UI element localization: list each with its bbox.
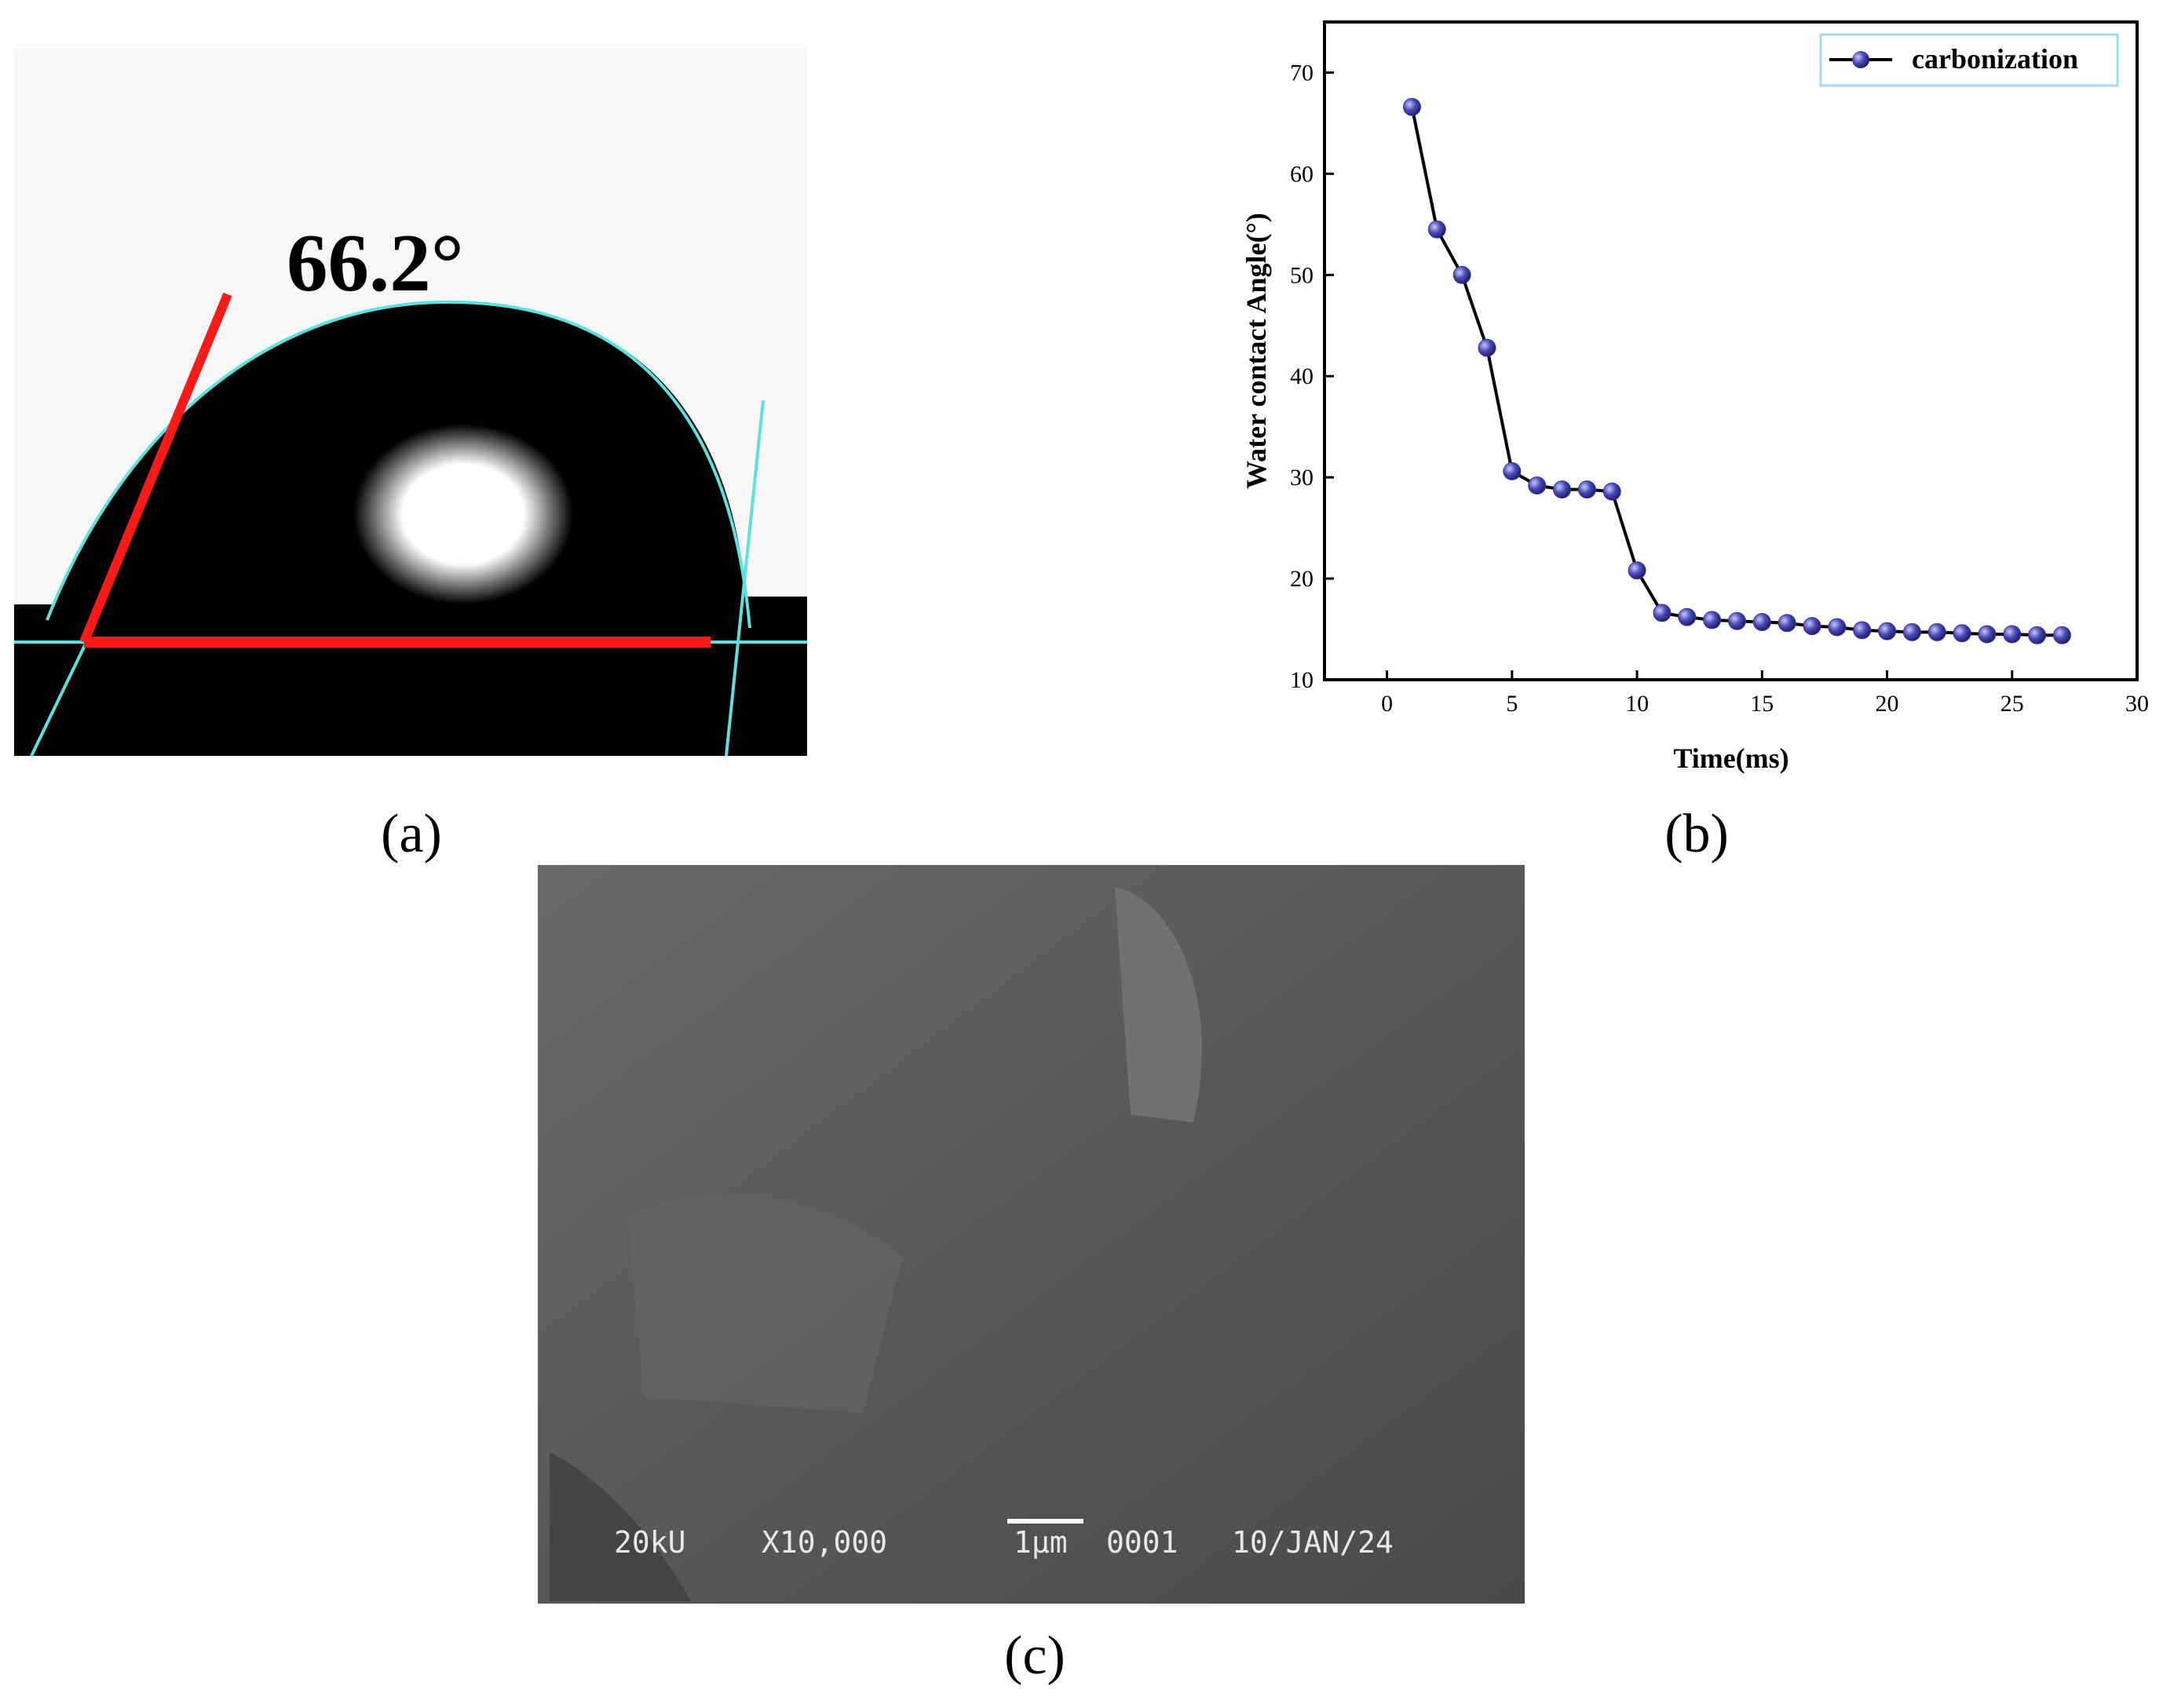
data-point <box>1427 220 1446 239</box>
series-line <box>1410 106 2063 637</box>
sem-info: 20kU X10,000 1μm 0001 10/JAN/24 <box>614 1525 1394 1560</box>
data-point <box>1778 614 1796 633</box>
legend: carbonization <box>1819 33 2119 87</box>
data-point <box>1727 611 1746 630</box>
data-point <box>1878 622 1897 640</box>
x-tick-label: 5 <box>1506 691 1518 717</box>
sem-label: 20kU <box>614 1525 686 1560</box>
panel-label: (b) <box>1664 804 1729 864</box>
data-point <box>2052 626 2071 644</box>
sem-label: 0001 <box>1106 1525 1178 1560</box>
data-point <box>1528 476 1547 495</box>
data-point <box>2028 626 2047 644</box>
data-point <box>1678 608 1697 626</box>
sem-label: 1μm <box>1014 1525 1068 1560</box>
sem-label: 10/JAN/24 <box>1232 1525 1394 1560</box>
y-axis-title: Water contact Angle(°) <box>1240 213 1272 489</box>
data-point <box>1703 611 1722 630</box>
data-point <box>1577 480 1596 499</box>
x-tick-label: 0 <box>1381 691 1393 717</box>
sem-label: X10,000 <box>762 1525 887 1560</box>
data-point <box>1452 265 1471 284</box>
data-point <box>1503 462 1522 480</box>
data-point <box>1402 97 1421 116</box>
x-axis-title: Time(ms) <box>1673 743 1788 774</box>
x-tick-label: 30 <box>2125 691 2149 717</box>
data-point <box>1953 624 1971 643</box>
data-point <box>1752 613 1771 632</box>
plot-frame <box>1323 20 2139 681</box>
x-tick-label: 10 <box>1625 691 1649 717</box>
y-tick-label: 10 <box>1290 667 1314 693</box>
x-tick-label: 20 <box>1876 691 1899 717</box>
y-tick-label: 20 <box>1290 566 1314 592</box>
data-point <box>1602 482 1621 501</box>
x-tick-label: 15 <box>1750 691 1774 717</box>
data-point <box>1553 480 1572 499</box>
data-point <box>1902 622 1921 641</box>
legend-label: carbonization <box>1912 43 2078 75</box>
data-point <box>1853 621 1872 640</box>
data-point <box>1628 561 1646 580</box>
sem-image <box>538 865 1525 1604</box>
droplet-photo <box>14 49 807 757</box>
data-point <box>2003 625 2022 644</box>
x-tick-label: 25 <box>2000 691 2024 717</box>
data-point <box>1978 625 1997 644</box>
y-tick-label: 30 <box>1290 465 1314 491</box>
y-tick-label: 60 <box>1290 161 1314 187</box>
data-point <box>1927 622 1946 641</box>
panel-label: (a) <box>381 804 442 864</box>
y-tick-label: 40 <box>1290 363 1314 389</box>
data-point <box>1803 617 1821 636</box>
data-point <box>1828 618 1847 637</box>
angle-annotation: 66.2° <box>287 217 464 308</box>
y-tick-label: 70 <box>1290 60 1314 86</box>
panel-label: (c) <box>1004 1626 1065 1686</box>
data-point <box>1653 604 1672 622</box>
data-point <box>1478 338 1496 357</box>
y-tick-label: 50 <box>1290 262 1314 288</box>
